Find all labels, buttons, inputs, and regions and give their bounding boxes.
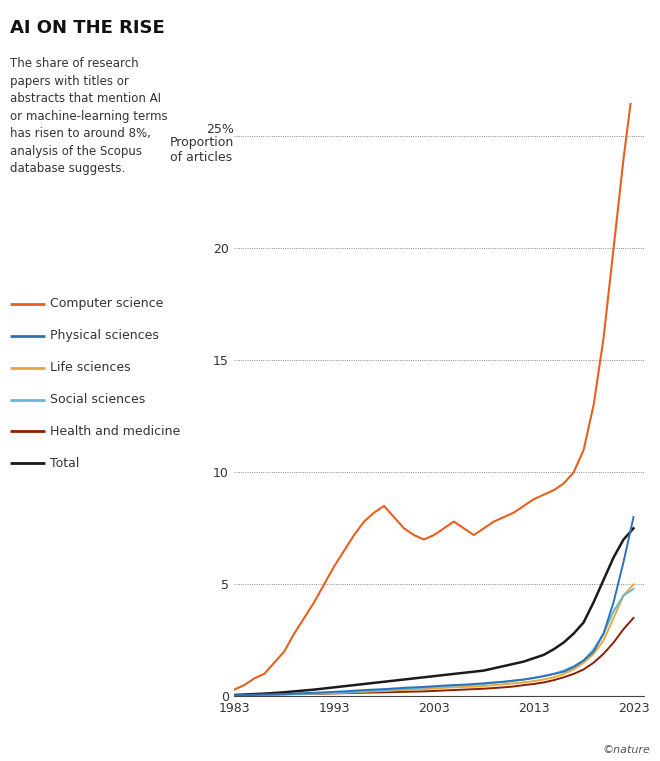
Text: Social sciences: Social sciences bbox=[50, 393, 145, 406]
Text: ©nature: ©nature bbox=[602, 745, 650, 755]
Text: Total: Total bbox=[50, 457, 79, 470]
Text: Physical sciences: Physical sciences bbox=[50, 329, 158, 342]
Text: Health and medicine: Health and medicine bbox=[50, 425, 180, 438]
Text: Computer science: Computer science bbox=[50, 297, 163, 310]
Text: Life sciences: Life sciences bbox=[50, 361, 130, 374]
Text: The share of research
papers with titles or
abstracts that mention AI
or machine: The share of research papers with titles… bbox=[10, 57, 168, 175]
Text: AI ON THE RISE: AI ON THE RISE bbox=[10, 19, 164, 37]
Text: 25%: 25% bbox=[207, 123, 234, 136]
Text: Proportion
of articles: Proportion of articles bbox=[170, 136, 234, 164]
